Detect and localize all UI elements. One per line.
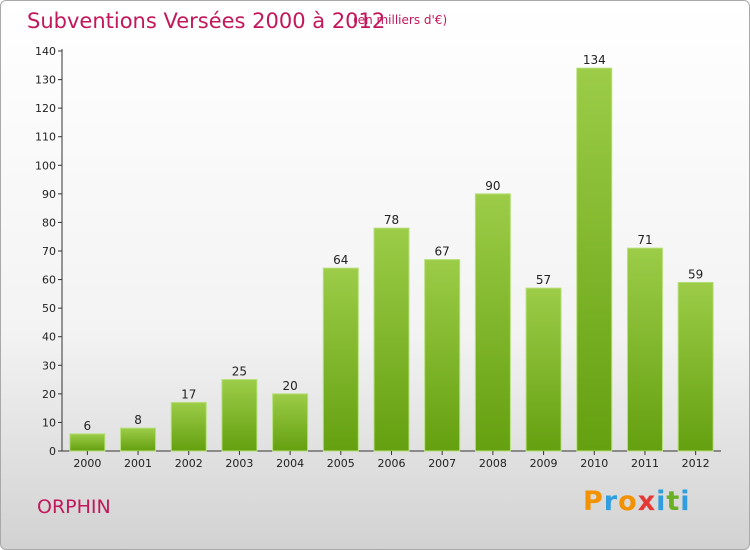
x-tick-label-2003: 2003 [225, 457, 253, 470]
data-label-2007: 67 [435, 245, 450, 259]
data-label-2000: 6 [84, 419, 92, 433]
y-tick-label: 80 [42, 216, 56, 229]
data-label-2011: 71 [637, 233, 652, 247]
data-label-2005: 64 [333, 253, 348, 267]
x-tick-label-2004: 2004 [276, 457, 304, 470]
bar-2012 [677, 281, 714, 452]
y-tick-label: 110 [35, 131, 56, 144]
chart-subtitle: (en milliers d'€) [353, 13, 448, 27]
bar-2008 [474, 193, 511, 452]
x-tick-label-2000: 2000 [73, 457, 101, 470]
logo-letter: i [656, 486, 667, 517]
y-tick-label: 0 [49, 445, 56, 458]
logo-letter: r [603, 486, 619, 517]
x-tick-label-2001: 2001 [124, 457, 152, 470]
data-label-2009: 57 [536, 273, 551, 287]
data-label-2012: 59 [688, 267, 703, 281]
bar-2001 [120, 427, 157, 452]
logo-letter: t [666, 486, 681, 517]
y-tick-label: 60 [42, 274, 56, 287]
y-tick-label: 130 [35, 74, 56, 87]
data-label-2008: 90 [485, 179, 500, 193]
y-tick-label: 120 [35, 102, 56, 115]
logo-letter: P [583, 486, 604, 517]
y-tick-label: 40 [42, 331, 56, 344]
data-label-2003: 25 [232, 365, 247, 379]
bar-2011 [626, 247, 663, 452]
bar-2005 [322, 267, 359, 452]
bar-2009 [525, 287, 562, 452]
x-tick-label-2011: 2011 [631, 457, 659, 470]
x-tick-label-2009: 2009 [530, 457, 558, 470]
data-label-2004: 20 [282, 379, 297, 393]
data-label-2006: 78 [384, 213, 399, 227]
y-tick-label: 50 [42, 302, 56, 315]
data-label-2001: 8 [134, 413, 142, 427]
bar-2002 [170, 401, 207, 452]
y-tick-label: 100 [35, 159, 56, 172]
bar-2004 [272, 393, 309, 452]
logo-letter: o [618, 486, 638, 517]
y-tick-label: 140 [35, 45, 56, 58]
x-tick-label-2008: 2008 [479, 457, 507, 470]
x-tick-label-2006: 2006 [378, 457, 406, 470]
logo-letter: x [637, 486, 657, 517]
x-tick-label-2010: 2010 [580, 457, 608, 470]
y-tick-label: 20 [42, 388, 56, 401]
chart-title: Subventions Versées 2000 à 2012 [27, 9, 386, 33]
y-tick-label: 90 [42, 188, 56, 201]
data-label-2002: 17 [181, 387, 196, 401]
logo-letter: i [680, 486, 691, 517]
bar-2010 [576, 67, 613, 452]
x-tick-label-2005: 2005 [327, 457, 355, 470]
y-tick-label: 30 [42, 359, 56, 372]
y-tick-label: 10 [42, 416, 56, 429]
x-tick-label-2007: 2007 [428, 457, 456, 470]
commune-name: ORPHIN [37, 496, 111, 518]
bar-2000 [69, 433, 106, 452]
bar-2003 [221, 379, 258, 452]
y-tick-label: 70 [42, 245, 56, 258]
bar-2007 [424, 259, 461, 452]
x-tick-label-2002: 2002 [175, 457, 203, 470]
x-tick-label-2012: 2012 [682, 457, 710, 470]
data-label-2010: 134 [583, 53, 606, 67]
proxiti-logo: Proxiti [583, 486, 691, 517]
bar-2006 [373, 227, 410, 452]
